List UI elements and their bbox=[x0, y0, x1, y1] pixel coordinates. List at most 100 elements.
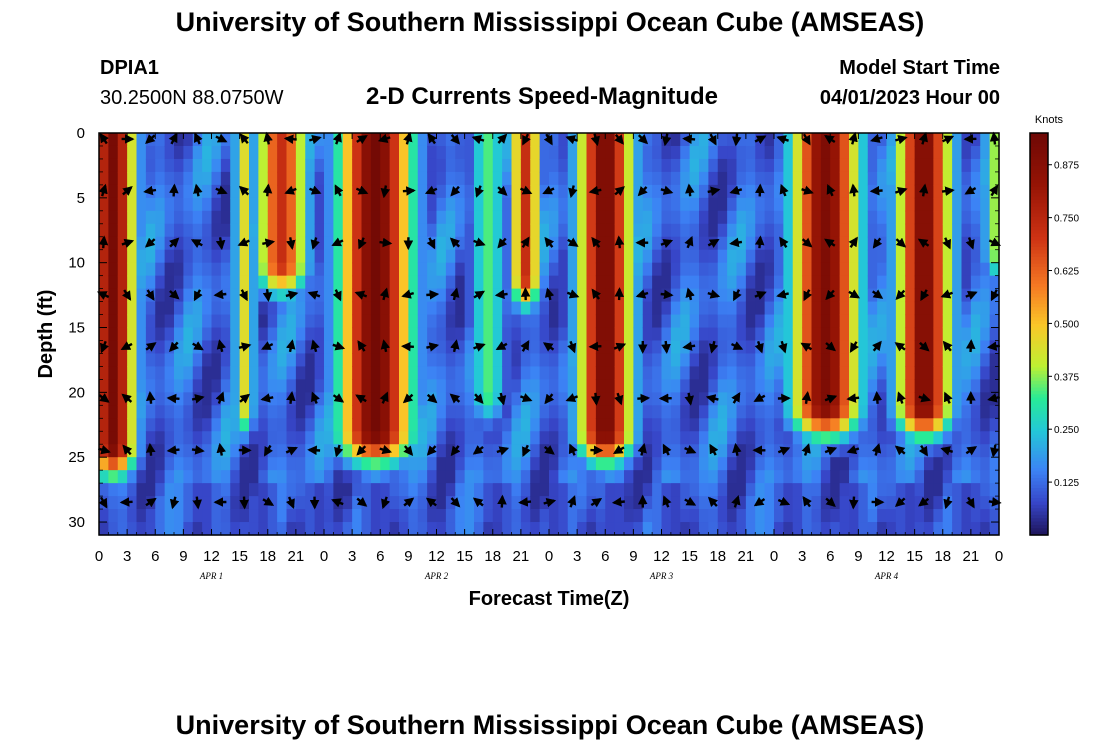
heat-cell bbox=[342, 145, 353, 160]
heat-cell bbox=[464, 379, 475, 393]
heat-cell bbox=[511, 158, 522, 173]
heat-cell bbox=[708, 223, 719, 238]
heat-cell bbox=[652, 262, 663, 277]
heat-cell bbox=[342, 431, 353, 445]
heat-cell bbox=[389, 236, 400, 251]
heat-cell bbox=[699, 262, 709, 277]
heat-cell bbox=[258, 275, 269, 290]
heat-cell bbox=[745, 366, 756, 380]
heat-cell bbox=[717, 145, 728, 160]
heat-cell bbox=[670, 314, 681, 329]
current-arrow bbox=[709, 443, 719, 456]
heat-cell bbox=[717, 470, 728, 484]
heat-cell bbox=[680, 470, 691, 484]
heat-cell bbox=[652, 405, 663, 419]
heat-cell bbox=[249, 470, 259, 484]
current-arrow bbox=[334, 444, 344, 458]
heat-cell bbox=[530, 236, 541, 251]
heat-cell bbox=[558, 133, 569, 147]
current-arrow bbox=[684, 496, 697, 506]
heat-cell bbox=[145, 522, 156, 536]
heat-cell bbox=[361, 457, 372, 471]
current-arrow bbox=[754, 340, 764, 354]
heat-cell bbox=[324, 509, 334, 523]
heat-cell bbox=[370, 353, 381, 368]
heat-cell bbox=[727, 262, 738, 277]
current-arrow bbox=[449, 237, 461, 248]
heat-cell bbox=[136, 483, 147, 497]
heat-cell bbox=[183, 133, 194, 147]
heat-cell bbox=[136, 405, 147, 419]
heat-cell bbox=[464, 405, 475, 419]
heat-cell bbox=[624, 483, 634, 497]
colorbar-tick-label: 0.625 bbox=[1054, 267, 1079, 278]
heat-cell bbox=[530, 327, 541, 342]
heat-cell bbox=[680, 327, 691, 342]
current-arrow bbox=[518, 497, 532, 507]
current-arrow bbox=[122, 444, 133, 456]
heat-cell bbox=[108, 184, 119, 199]
heat-cell bbox=[811, 158, 822, 173]
heat-cell bbox=[624, 366, 634, 380]
heat-cell bbox=[558, 470, 569, 484]
heat-cell bbox=[202, 249, 213, 264]
x-tick-label: 6 bbox=[601, 548, 609, 565]
heat-cell bbox=[980, 171, 991, 186]
heat-cell bbox=[745, 353, 756, 368]
heat-cell bbox=[155, 184, 166, 199]
heat-cell bbox=[539, 301, 550, 316]
heat-cell bbox=[783, 470, 794, 484]
heat-cell bbox=[886, 470, 897, 484]
heat-cell bbox=[567, 327, 578, 342]
heat-cell bbox=[858, 236, 869, 251]
heat-cell bbox=[858, 392, 869, 406]
heat-cell bbox=[792, 392, 803, 406]
heat-cell bbox=[361, 366, 372, 380]
heat-cell bbox=[595, 483, 606, 497]
colorbar-segment bbox=[1030, 267, 1048, 271]
heat-cell bbox=[595, 223, 606, 238]
colorbar-segment bbox=[1030, 528, 1048, 533]
heat-cell bbox=[155, 262, 166, 277]
heat-cell bbox=[164, 405, 175, 419]
heat-cell bbox=[202, 483, 213, 497]
current-arrow bbox=[122, 186, 133, 196]
heat-cell bbox=[652, 392, 663, 406]
heat-cell bbox=[427, 314, 438, 329]
heat-cell bbox=[877, 275, 888, 290]
heat-cell bbox=[745, 145, 756, 160]
heat-cell bbox=[924, 236, 934, 251]
heat-cell bbox=[558, 509, 569, 523]
heat-cell bbox=[99, 145, 109, 160]
heat-cell bbox=[230, 184, 241, 199]
heat-cell bbox=[895, 353, 906, 368]
heat-cell bbox=[624, 444, 634, 458]
heat-cell bbox=[286, 301, 297, 316]
current-arrow bbox=[238, 185, 250, 196]
heat-cell bbox=[820, 197, 831, 212]
heat-cell bbox=[895, 522, 906, 536]
heat-cell bbox=[474, 262, 484, 277]
heat-cell bbox=[136, 158, 147, 173]
x-tick-label: 0 bbox=[95, 548, 103, 565]
x-tick-label: 15 bbox=[906, 548, 923, 565]
heat-cell bbox=[933, 444, 944, 458]
heat-cell bbox=[652, 197, 663, 212]
heat-cell bbox=[389, 496, 400, 510]
heat-cell bbox=[455, 431, 466, 445]
heat-cell bbox=[108, 522, 119, 536]
current-arrow bbox=[403, 445, 414, 456]
heat-cell bbox=[914, 223, 925, 238]
heat-cell bbox=[211, 509, 222, 523]
current-arrow bbox=[590, 392, 601, 406]
heat-cell bbox=[174, 483, 184, 497]
heat-cell bbox=[970, 249, 981, 264]
heat-cell bbox=[820, 509, 831, 523]
colorbar-tick-label: 0.125 bbox=[1054, 478, 1079, 489]
heat-cell bbox=[258, 457, 269, 471]
current-arrow bbox=[965, 339, 976, 353]
heat-cell bbox=[155, 288, 166, 303]
heat-cell bbox=[924, 418, 934, 432]
current-arrow bbox=[894, 134, 908, 145]
heat-cell bbox=[474, 509, 484, 523]
